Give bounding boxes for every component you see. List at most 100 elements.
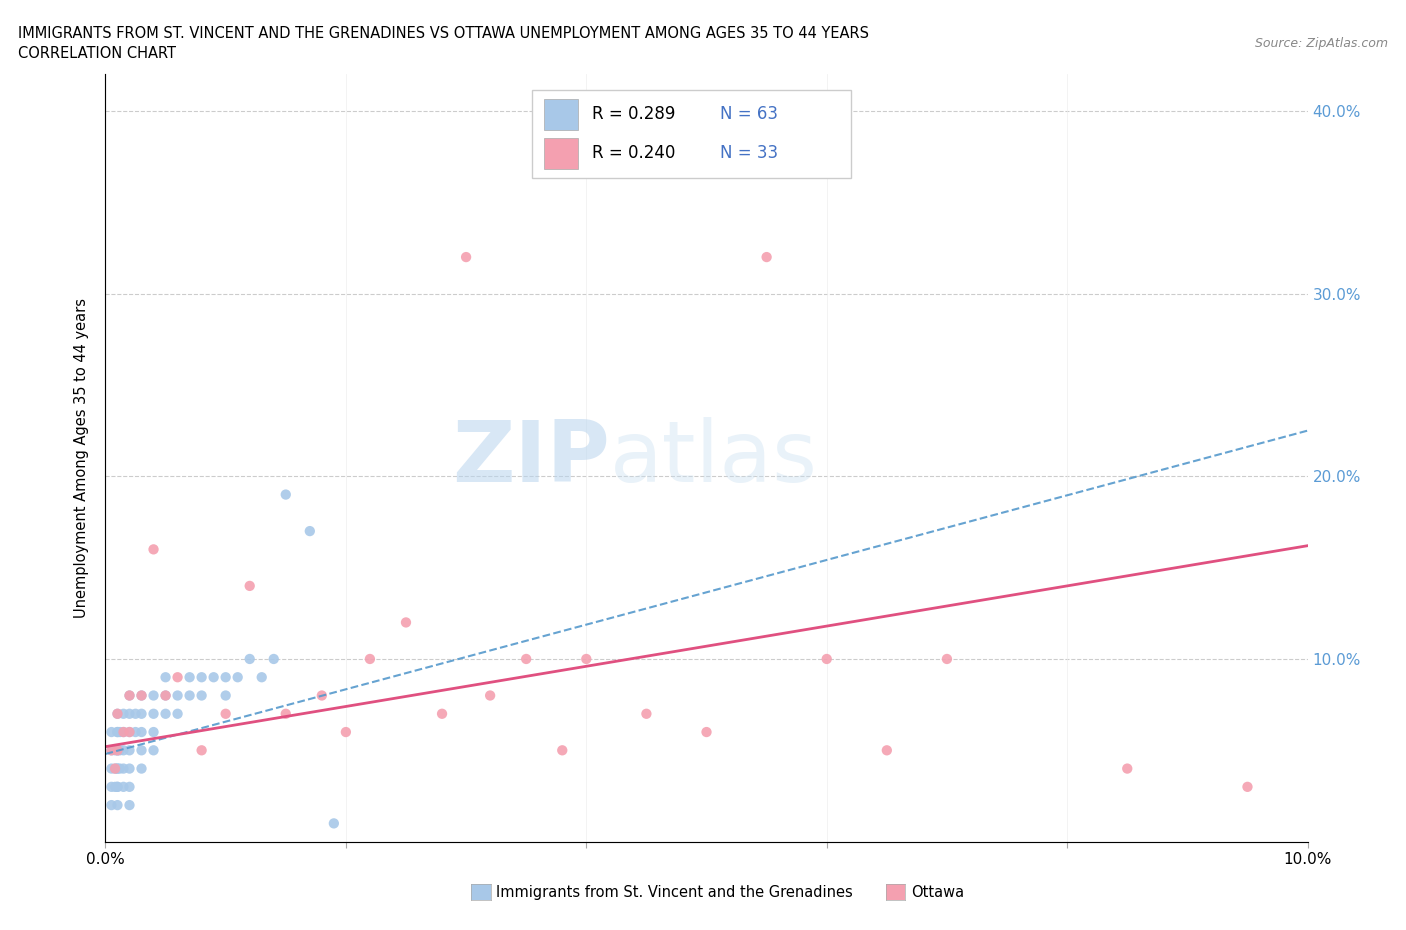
- Point: [142, 707, 165, 722]
- Point: [131, 743, 153, 758]
- Point: [430, 707, 453, 722]
- Point: [166, 688, 188, 703]
- Point: [395, 615, 418, 630]
- Point: [104, 761, 127, 776]
- Point: [107, 743, 129, 758]
- Point: [551, 743, 574, 758]
- Point: [107, 743, 129, 758]
- Point: [104, 743, 127, 758]
- Point: [190, 743, 212, 758]
- Point: [190, 670, 212, 684]
- Point: [112, 743, 135, 758]
- Point: [876, 743, 898, 758]
- Point: [142, 688, 165, 703]
- Point: [142, 743, 165, 758]
- Point: [104, 779, 127, 794]
- Text: Immigrants from St. Vincent and the Grenadines: Immigrants from St. Vincent and the Gren…: [496, 885, 853, 900]
- Point: [118, 761, 141, 776]
- Point: [359, 652, 381, 667]
- Point: [107, 707, 129, 722]
- Point: [112, 724, 135, 739]
- Point: [155, 707, 177, 722]
- Point: [112, 761, 135, 776]
- Point: [226, 670, 249, 684]
- Point: [112, 707, 135, 722]
- Point: [118, 779, 141, 794]
- Point: [108, 761, 131, 776]
- Point: [108, 743, 131, 758]
- Point: [100, 724, 122, 739]
- Point: [936, 652, 959, 667]
- Point: [155, 670, 177, 684]
- Point: [815, 652, 838, 667]
- Point: [239, 652, 262, 667]
- Point: [755, 249, 778, 264]
- Text: R = 0.240: R = 0.240: [592, 144, 676, 162]
- Point: [100, 798, 122, 813]
- FancyBboxPatch shape: [544, 100, 578, 130]
- Point: [311, 688, 333, 703]
- Point: [239, 578, 262, 593]
- Point: [298, 524, 321, 538]
- Point: [142, 542, 165, 557]
- Point: [107, 779, 129, 794]
- Point: [131, 707, 153, 722]
- Point: [107, 761, 129, 776]
- Text: R = 0.289: R = 0.289: [592, 105, 676, 124]
- Point: [166, 707, 188, 722]
- Point: [274, 487, 297, 502]
- Point: [696, 724, 718, 739]
- Point: [575, 652, 598, 667]
- Text: Ottawa: Ottawa: [911, 885, 965, 900]
- Point: [190, 688, 212, 703]
- FancyBboxPatch shape: [533, 90, 851, 178]
- Point: [100, 743, 122, 758]
- Point: [118, 724, 141, 739]
- Text: atlas: atlas: [610, 417, 818, 499]
- Text: N = 63: N = 63: [720, 105, 778, 124]
- Point: [214, 707, 236, 722]
- Point: [214, 688, 236, 703]
- Point: [155, 688, 177, 703]
- Point: [454, 249, 477, 264]
- Point: [118, 798, 141, 813]
- Point: [335, 724, 357, 739]
- Point: [107, 724, 129, 739]
- Point: [124, 724, 146, 739]
- Point: [118, 688, 141, 703]
- Point: [108, 724, 131, 739]
- Text: N = 33: N = 33: [720, 144, 778, 162]
- Point: [112, 724, 135, 739]
- Point: [274, 707, 297, 722]
- Point: [100, 779, 122, 794]
- Point: [1236, 779, 1258, 794]
- Text: IMMIGRANTS FROM ST. VINCENT AND THE GRENADINES VS OTTAWA UNEMPLOYMENT AMONG AGES: IMMIGRANTS FROM ST. VINCENT AND THE GREN…: [18, 26, 869, 41]
- FancyBboxPatch shape: [544, 138, 578, 168]
- Point: [142, 724, 165, 739]
- Point: [107, 779, 129, 794]
- Point: [179, 688, 201, 703]
- Text: ZIP: ZIP: [453, 417, 610, 499]
- Point: [107, 798, 129, 813]
- Point: [107, 724, 129, 739]
- Point: [479, 688, 502, 703]
- Point: [100, 743, 122, 758]
- Point: [166, 670, 188, 684]
- Point: [100, 761, 122, 776]
- Point: [131, 761, 153, 776]
- Point: [118, 707, 141, 722]
- Point: [118, 688, 141, 703]
- Point: [636, 707, 658, 722]
- Point: [515, 652, 537, 667]
- Point: [202, 670, 225, 684]
- Point: [124, 707, 146, 722]
- Point: [107, 761, 129, 776]
- Text: Source: ZipAtlas.com: Source: ZipAtlas.com: [1254, 37, 1388, 50]
- Point: [263, 652, 285, 667]
- Text: CORRELATION CHART: CORRELATION CHART: [18, 46, 176, 61]
- Point: [179, 670, 201, 684]
- Point: [107, 707, 129, 722]
- Point: [112, 779, 135, 794]
- Point: [118, 724, 141, 739]
- Point: [118, 743, 141, 758]
